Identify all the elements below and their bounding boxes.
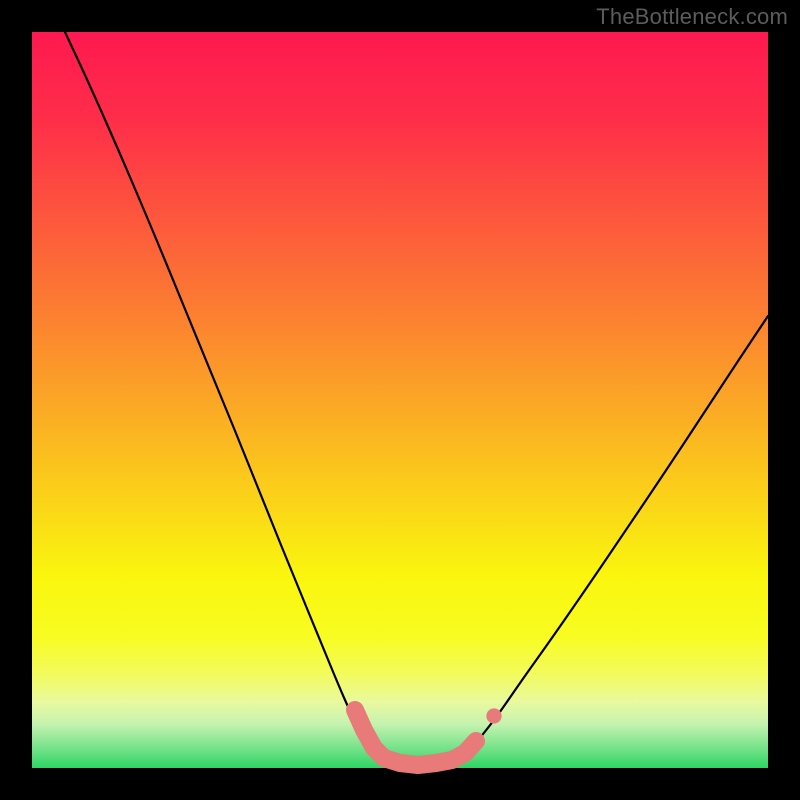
plot-background — [32, 32, 768, 768]
chart-svg — [0, 0, 800, 800]
watermark-text: TheBottleneck.com — [596, 4, 788, 30]
chart-container: TheBottleneck.com — [0, 0, 800, 800]
